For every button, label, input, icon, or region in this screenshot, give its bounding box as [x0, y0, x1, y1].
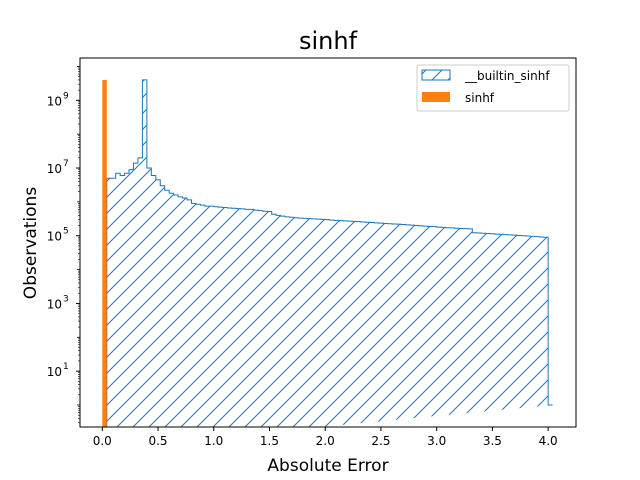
x-axis-label: Absolute Error	[267, 456, 388, 476]
chart-title: sinhf	[299, 27, 358, 55]
x-tick-label: 3.5	[483, 434, 502, 448]
y-tick-exponent: 5	[63, 227, 69, 237]
legend-swatch-sinhf	[422, 92, 450, 102]
legend-label-builtin-sinhf: __builtin_sinhf	[464, 69, 550, 83]
y-tick-label: 10	[47, 162, 62, 176]
x-tick-label: 1.5	[260, 434, 279, 448]
x-tick-label: 2.5	[371, 434, 390, 448]
y-tick-label: 10	[47, 297, 62, 311]
series-builtin-sinhf-histogram	[106, 79, 553, 427]
plot-frame	[79, 57, 577, 428]
x-tick-label: 2.0	[316, 434, 335, 448]
y-tick-label: 10	[47, 365, 62, 379]
y-tick-label: 10	[47, 94, 62, 108]
y-tick-label: 10	[47, 230, 62, 244]
y-tick-exponent: 1	[63, 362, 69, 372]
x-tick-label: 1.0	[204, 434, 223, 448]
x-axis: 0.0 0.5 1.0 1.5 2.0 2.5 3.0 3.5 4.0	[93, 427, 558, 448]
x-tick-label: 4.0	[539, 434, 558, 448]
legend-swatch-builtin-sinhf	[421, 69, 451, 81]
y-tick-exponent: 9	[63, 91, 69, 101]
y-tick-exponent: 3	[63, 294, 69, 304]
legend: __builtin_sinhf sinhf	[416, 64, 570, 112]
y-tick-exponent: 7	[63, 159, 69, 169]
x-tick-label: 3.0	[427, 434, 446, 448]
legend-label-sinhf: sinhf	[465, 91, 495, 105]
y-axis-label: Observations	[21, 187, 41, 300]
x-tick-label: 0.5	[148, 434, 167, 448]
legend-box	[416, 64, 570, 112]
bar-sinhf	[102, 79, 107, 427]
x-tick-label: 0.0	[93, 434, 112, 448]
